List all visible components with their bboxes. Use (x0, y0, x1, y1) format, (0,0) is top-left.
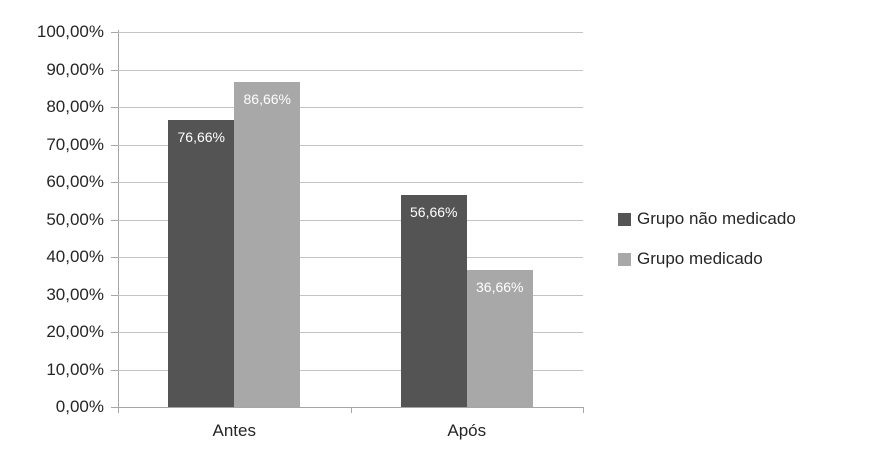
y-axis-tick (111, 107, 118, 108)
y-axis-label: 60,00% (46, 172, 104, 191)
legend-swatch (618, 212, 631, 226)
bar: 86,66% (234, 82, 301, 407)
gridline (118, 369, 583, 371)
legend-swatch (618, 252, 631, 266)
y-axis-label: 30,00% (46, 284, 104, 304)
bar-value-label: 76,66% (177, 128, 225, 145)
x-axis-line (111, 407, 583, 408)
y-axis-label: 0,00% (55, 397, 104, 416)
legend-label: Grupo medicado (637, 249, 763, 268)
y-axis-tick (111, 144, 118, 146)
legend: Grupo não medicado Grupo medicado (618, 207, 796, 271)
bar-value-label: 36,66% (476, 278, 524, 295)
bar-value-label: 56,66% (410, 203, 458, 220)
y-axis-tick (111, 32, 118, 33)
y-axis-label: 50,00% (46, 209, 104, 229)
x-axis-label: Antes (212, 421, 256, 440)
x-axis-tick (583, 407, 584, 413)
y-axis-tick (111, 369, 118, 371)
y-axis-tick (111, 257, 118, 258)
y-axis-label: 100,00% (36, 22, 104, 41)
gridline (118, 182, 583, 183)
y-axis-label: 40,00% (46, 247, 104, 266)
bar: 56,66% (400, 194, 467, 407)
y-axis-tick (111, 69, 118, 71)
bar: 36,66% (466, 269, 533, 407)
y-axis-tick (111, 219, 118, 221)
y-axis-tick (111, 407, 118, 408)
y-axis-tick (111, 182, 118, 183)
gridline (118, 294, 583, 296)
y-axis-label: 70,00% (46, 134, 104, 154)
y-axis-label: 90,00% (46, 59, 104, 79)
gridline (118, 257, 583, 258)
bar-value-label: 86,66% (243, 91, 291, 108)
bar: 76,66% (168, 119, 235, 407)
x-axis-tick (350, 407, 352, 413)
legend-item: Grupo medicado (618, 247, 796, 271)
legend-label: Grupo não medicado (637, 209, 796, 228)
y-axis-tick (111, 294, 118, 296)
gridline (118, 219, 583, 221)
y-axis-label: 80,00% (46, 97, 104, 116)
y-axis-tick (111, 332, 118, 333)
x-axis-label: Após (447, 421, 487, 440)
y-axis-label: 20,00% (46, 322, 104, 341)
gridline (118, 144, 583, 146)
gridline (118, 332, 583, 333)
y-axis-label: 10,00% (46, 359, 104, 379)
gridline (118, 69, 583, 71)
gridline (118, 32, 583, 33)
legend-item: Grupo não medicado (618, 207, 796, 231)
gridline (118, 107, 583, 108)
y-axis-line (118, 30, 119, 413)
